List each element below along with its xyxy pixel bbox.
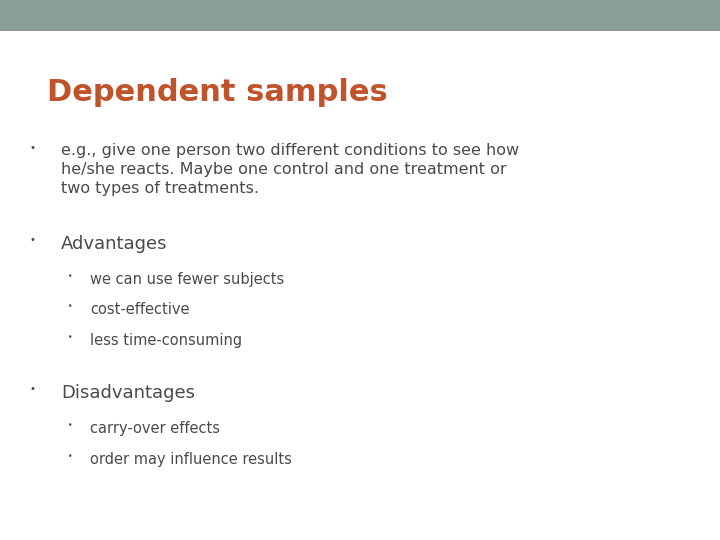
Text: •: • bbox=[68, 302, 73, 312]
Text: •: • bbox=[68, 452, 73, 461]
Text: e.g., give one person two different conditions to see how
he/she reacts. Maybe o: e.g., give one person two different cond… bbox=[61, 143, 519, 197]
Text: Dependent samples: Dependent samples bbox=[47, 78, 387, 107]
Text: •: • bbox=[68, 272, 73, 281]
Text: •: • bbox=[30, 143, 35, 153]
Text: Advantages: Advantages bbox=[61, 235, 168, 253]
Text: less time-consuming: less time-consuming bbox=[90, 333, 242, 348]
Text: •: • bbox=[68, 333, 73, 342]
Text: carry-over effects: carry-over effects bbox=[90, 421, 220, 436]
Text: we can use fewer subjects: we can use fewer subjects bbox=[90, 272, 284, 287]
Text: •: • bbox=[68, 421, 73, 430]
Text: order may influence results: order may influence results bbox=[90, 452, 292, 467]
Text: •: • bbox=[30, 235, 35, 245]
Text: Disadvantages: Disadvantages bbox=[61, 384, 195, 402]
Text: cost-effective: cost-effective bbox=[90, 302, 189, 318]
Bar bbox=[0, 0, 720, 31]
Text: •: • bbox=[30, 384, 35, 395]
